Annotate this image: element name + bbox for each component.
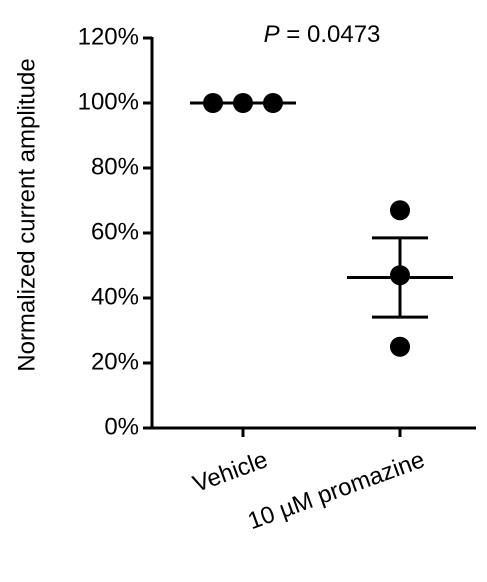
annotation-symbol: P	[264, 21, 280, 48]
x-tick-label: 10 µM promazine	[244, 446, 428, 535]
y-tick-label: 60%	[91, 218, 139, 245]
y-axis-label: Normalized current amplitude	[13, 58, 40, 371]
data-point	[390, 200, 410, 221]
annotation-text: = 0.0473	[280, 21, 381, 48]
y-tick-label: 120%	[78, 23, 139, 50]
x-tick-label: Vehicle	[189, 446, 271, 498]
y-tick-label: 100%	[78, 88, 139, 115]
annotation: P = 0.0473	[264, 21, 381, 48]
y-tick-label: 80%	[91, 153, 139, 180]
y-tick-label: 0%	[104, 413, 139, 440]
y-tick-label: 20%	[91, 348, 139, 375]
y-tick-label: 40%	[91, 283, 139, 310]
data-point	[390, 336, 410, 357]
